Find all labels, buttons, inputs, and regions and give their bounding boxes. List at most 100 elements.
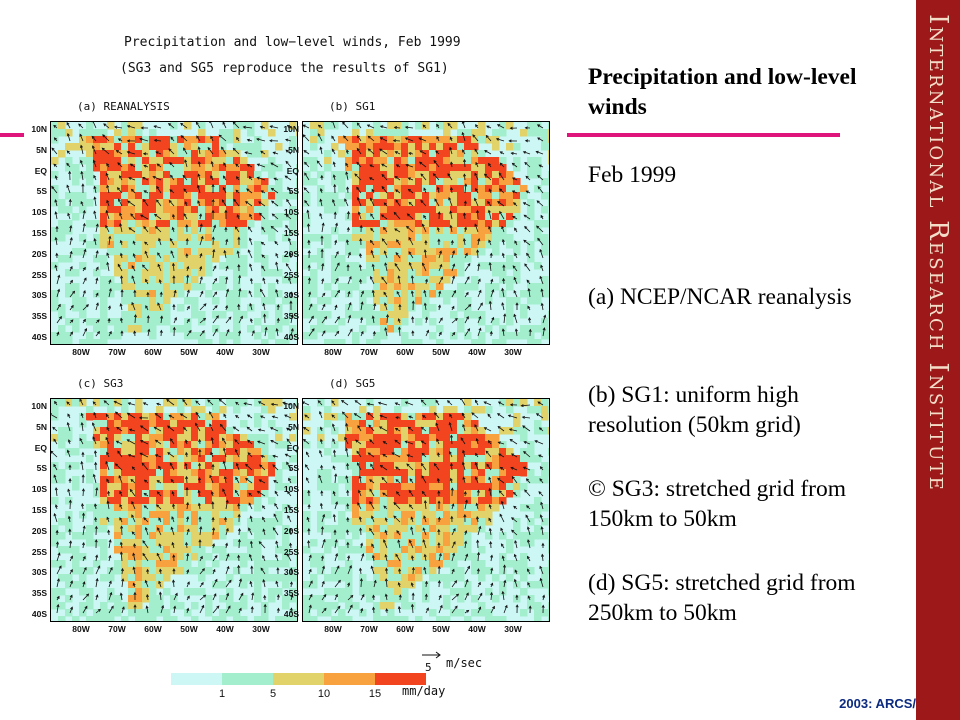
vector-scale-unit: m/sec — [446, 656, 483, 670]
colorbar-segment — [375, 673, 426, 685]
panel-label-c: (c) SG3 — [77, 377, 124, 390]
desc-item-a: (a) NCEP/NCAR reanalysis — [588, 284, 852, 310]
lat-tick-label: 15S — [283, 228, 299, 238]
slide-date: Feb 1999 — [588, 162, 677, 188]
lat-tick-label: 5N — [36, 144, 47, 155]
lat-tick-label: 5S — [288, 463, 299, 474]
vector-scale-arrow — [422, 651, 441, 659]
lat-tick-label: 10N — [31, 401, 47, 411]
lat-tick-label: 30S — [283, 290, 299, 301]
lon-tick-label: 50W — [432, 347, 450, 357]
lat-tick-label: 40S — [283, 609, 299, 619]
map-panel-sg3 — [50, 398, 298, 622]
lat-tick-label: 10N — [31, 124, 47, 134]
panel-label-a: (a) REANALYSIS — [77, 100, 170, 113]
lon-tick-label: 60W — [396, 347, 414, 357]
accent-mark — [0, 133, 24, 137]
colorbar-tick-label: 15 — [368, 688, 382, 700]
panel-label-d: (d) SG5 — [329, 377, 376, 390]
lon-tick-label: 40W — [216, 624, 234, 634]
lat-tick-label: 25S — [31, 546, 47, 557]
lat-tick-label: EQ — [286, 165, 299, 176]
lat-tick-label: 5S — [36, 186, 47, 197]
lon-tick-label: 60W — [144, 624, 162, 634]
slide-heading-block: Precipitation and low-level winds — [588, 62, 898, 122]
lat-tick-label: 40S — [31, 609, 47, 619]
lon-tick-label: 70W — [108, 347, 126, 357]
vector-scale-value: 5 — [425, 661, 432, 674]
desc-item-b: (b) SG1: uniform high resolution (50km g… — [588, 382, 801, 438]
credit-text: 2003: ARCS/ — [839, 696, 916, 711]
lon-tick-label: 80W — [324, 624, 342, 634]
colorbar-unit: mm/day — [402, 684, 446, 698]
lat-tick-label: 35S — [283, 311, 299, 322]
panel-label-b: (b) SG1 — [329, 100, 376, 113]
lon-tick-label: 30W — [252, 347, 270, 357]
map-panel-sg1 — [302, 121, 550, 345]
colorbar-tick-label: 5 — [269, 688, 277, 700]
lat-tick-label: 10S — [283, 207, 299, 218]
lat-tick-label: 40S — [31, 332, 47, 342]
lon-tick-label: 60W — [396, 624, 414, 634]
colorbar-segment — [222, 673, 273, 685]
lat-tick-label: 35S — [31, 311, 47, 322]
lat-tick-label: 5N — [288, 144, 299, 155]
lat-tick-label: 10S — [283, 484, 299, 495]
lat-tick-label: EQ — [286, 442, 299, 453]
lat-tick-label: 25S — [31, 269, 47, 280]
lat-tick-label: 5N — [288, 421, 299, 432]
lon-tick-label: 40W — [468, 624, 486, 634]
lon-tick-label: 40W — [468, 347, 486, 357]
lat-tick-label: 30S — [31, 290, 47, 301]
lon-tick-label: 30W — [504, 347, 522, 357]
map-panel-reanalysis — [50, 121, 298, 345]
colorbar-segment — [324, 673, 375, 685]
lat-tick-label: 15S — [31, 228, 47, 238]
lat-tick-label: 25S — [283, 269, 299, 280]
lat-tick-label: 5N — [36, 421, 47, 432]
slide-heading: Precipitation and low-level winds — [588, 64, 857, 120]
colorbar-tick-label: 10 — [317, 688, 331, 700]
lat-tick-label: 35S — [31, 588, 47, 599]
lat-tick-label: 20S — [283, 525, 299, 536]
institute-name: International Research Institute — [923, 14, 953, 492]
colorbar-tick-label: 1 — [218, 688, 226, 700]
lon-tick-label: 50W — [180, 624, 198, 634]
lat-tick-label: 10N — [283, 124, 299, 134]
lat-tick-label: 10S — [31, 207, 47, 218]
lon-tick-label: 80W — [324, 347, 342, 357]
lon-tick-label: 30W — [252, 624, 270, 634]
institute-sidebar: International Research Institute — [916, 0, 960, 720]
figure-subtitle: (SG3 and SG5 reproduce the results of SG… — [120, 61, 449, 76]
lat-tick-label: 20S — [283, 248, 299, 259]
lat-tick-label: 35S — [283, 588, 299, 599]
lon-tick-label: 70W — [108, 624, 126, 634]
figure-title: Precipitation and low−level winds, Feb 1… — [124, 35, 461, 50]
colorbar-segment — [171, 673, 222, 685]
lat-tick-label: 15S — [283, 505, 299, 515]
lon-tick-label: 80W — [72, 624, 90, 634]
lat-tick-label: 30S — [283, 567, 299, 578]
colorbar-segment — [273, 673, 324, 685]
lon-tick-label: 50W — [180, 347, 198, 357]
lat-tick-label: EQ — [34, 442, 47, 453]
map-panel-sg5 — [302, 398, 550, 622]
lon-tick-label: 50W — [432, 624, 450, 634]
lat-tick-label: EQ — [34, 165, 47, 176]
lat-tick-label: 20S — [31, 525, 47, 536]
lat-tick-label: 15S — [31, 505, 47, 515]
lat-tick-label: 40S — [283, 332, 299, 342]
heading-underline — [567, 133, 840, 137]
lat-tick-label: 5S — [36, 463, 47, 474]
lat-tick-label: 25S — [283, 546, 299, 557]
lat-tick-label: 10S — [31, 484, 47, 495]
lon-tick-label: 30W — [504, 624, 522, 634]
lon-tick-label: 60W — [144, 347, 162, 357]
lon-tick-label: 40W — [216, 347, 234, 357]
lon-tick-label: 80W — [72, 347, 90, 357]
desc-item-d: (d) SG5: stretched grid from 250km to 50… — [588, 570, 856, 626]
desc-item-c: © SG3: stretched grid from 150km to 50km — [588, 476, 847, 532]
lat-tick-label: 5S — [288, 186, 299, 197]
lon-tick-label: 70W — [360, 624, 378, 634]
lon-tick-label: 70W — [360, 347, 378, 357]
